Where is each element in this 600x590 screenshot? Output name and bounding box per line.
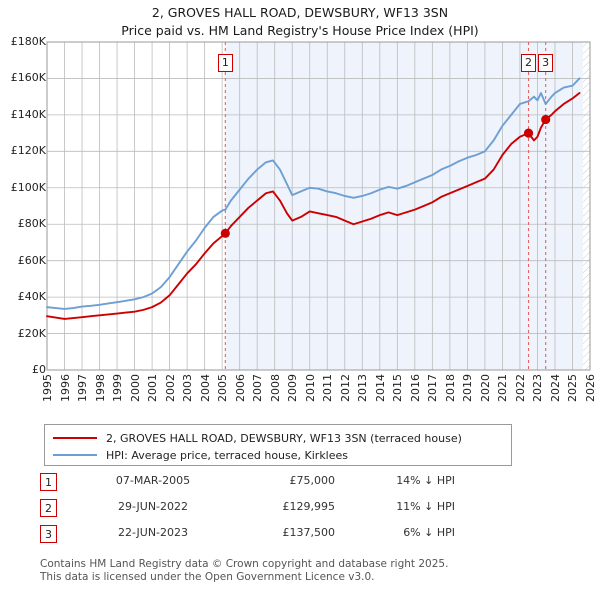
x-axis-label: 1997	[76, 374, 90, 402]
x-axis-label: 2019	[461, 374, 475, 402]
y-axis-label: £140K	[10, 107, 46, 121]
y-axis-label: £80K	[17, 217, 46, 231]
x-axis-label: 2004	[198, 374, 212, 402]
x-axis-label: 2009	[286, 374, 300, 402]
x-axis-label: 2005	[216, 374, 230, 402]
x-axis-label: 2012	[338, 374, 352, 402]
y-axis-label: £20K	[17, 326, 46, 340]
transaction-hpi-delta: 11% ↓ HPI	[396, 500, 455, 513]
transaction-price: £129,995	[282, 500, 336, 513]
legend-swatch-property	[53, 437, 97, 439]
legend-label-property: 2, GROVES HALL ROAD, DEWSBURY, WF13 3SN …	[106, 431, 462, 445]
x-axis-label: 2018	[443, 374, 457, 402]
transaction-date: 29-JUN-2022	[117, 500, 189, 513]
transaction-price: £137,500	[282, 526, 336, 539]
x-axis-label: 2003	[181, 374, 195, 402]
transaction-index: 3	[40, 525, 57, 543]
x-axis-label: 2016	[408, 374, 422, 402]
x-axis-label: 1998	[93, 374, 107, 402]
legend-swatch-hpi	[53, 454, 97, 456]
x-axis-label: 1996	[58, 374, 72, 402]
chart-marker-label-1: 1	[217, 54, 233, 72]
x-axis-label: 2001	[146, 374, 160, 402]
transaction-row: 3 22-JUN-2023 £137,500 6% ↓ HPI	[40, 524, 470, 550]
page-title: 2, GROVES HALL ROAD, DEWSBURY, WF13 3SN …	[0, 4, 600, 40]
chart-svg	[46, 41, 591, 371]
x-axis-label: 2006	[233, 374, 247, 402]
transaction-date: 07-MAR-2005	[115, 474, 191, 487]
title-line-2: Price paid vs. HM Land Registry's House …	[121, 23, 479, 38]
title-line-1: 2, GROVES HALL ROAD, DEWSBURY, WF13 3SN	[151, 5, 449, 20]
legend-row-property: 2, GROVES HALL ROAD, DEWSBURY, WF13 3SN …	[53, 430, 503, 446]
transaction-row: 2 29-JUN-2022 £129,995 11% ↓ HPI	[40, 498, 470, 524]
transaction-hpi-delta: 14% ↓ HPI	[396, 474, 455, 487]
x-axis-label: 2015	[391, 374, 405, 402]
x-axis-ticks: 1995 1996 1997 1998 1999 2000 2001 2002 2003 2004…	[0, 374, 600, 420]
y-axis-label: £160K	[10, 71, 46, 85]
footer-line-2: This data is licensed under the Open Gov…	[40, 571, 375, 583]
x-axis-label: 1995	[41, 374, 54, 402]
y-axis-label: £40K	[17, 290, 46, 304]
chart-plot-area: £0 £20K £40K £60K £80K £100K £120K £140K £160K £1…	[0, 0, 600, 420]
y-axis-ticks: £0 £20K £40K £60K £80K £100K £120K £140K £160K £1…	[0, 0, 46, 420]
y-axis-label: £60K	[17, 253, 46, 267]
chart-marker-label-3: 3	[538, 54, 554, 72]
x-axis-label: 2026	[584, 374, 597, 402]
transaction-row: 1 07-MAR-2005 £75,000 14% ↓ HPI	[40, 472, 470, 498]
y-axis-label: £100K	[10, 180, 46, 194]
transaction-hpi-delta: 6% ↓ HPI	[403, 526, 455, 539]
footer-line-1: Contains HM Land Registry data © Crown c…	[40, 558, 449, 570]
chart-marker-label-2: 2	[521, 54, 537, 72]
x-axis-label: 2014	[373, 374, 387, 402]
transaction-index: 2	[40, 499, 57, 517]
legend-label-hpi: HPI: Average price, terraced house, Kirk…	[106, 448, 349, 462]
x-axis-label: 2002	[163, 374, 177, 402]
x-axis-label: 1999	[111, 374, 125, 402]
x-axis-label: 2011	[321, 374, 335, 402]
transactions-table: 1 07-MAR-2005 £75,000 14% ↓ HPI 2 29-JUN-2022…	[40, 472, 470, 550]
footer-attribution: Contains HM Land Registry data © Crown c…	[40, 558, 580, 584]
transaction-index: 1	[40, 473, 57, 491]
x-axis-label: 2008	[268, 374, 282, 402]
legend-row-hpi: HPI: Average price, terraced house, Kirk…	[53, 447, 503, 463]
x-axis-label: 2021	[496, 374, 510, 402]
y-axis-label: £180K	[10, 35, 46, 48]
chart-legend: 2, GROVES HALL ROAD, DEWSBURY, WF13 3SN …	[44, 424, 512, 466]
x-axis-label: 2022	[513, 374, 527, 402]
transaction-date: 22-JUN-2023	[117, 526, 189, 539]
x-axis-label: 2024	[548, 374, 562, 402]
y-axis-label: £0	[32, 363, 46, 376]
x-axis-label: 2023	[531, 374, 545, 402]
x-axis-label: 2025	[566, 374, 580, 402]
transaction-price: £75,000	[289, 474, 336, 487]
x-axis-label: 2020	[478, 374, 492, 402]
x-axis-label: 2010	[303, 374, 317, 402]
x-axis-label: 2017	[426, 374, 440, 402]
x-axis-label: 2007	[251, 374, 265, 402]
y-axis-label: £120K	[10, 144, 46, 158]
x-axis-label: 2013	[356, 374, 370, 402]
x-axis-label: 2000	[128, 374, 142, 402]
